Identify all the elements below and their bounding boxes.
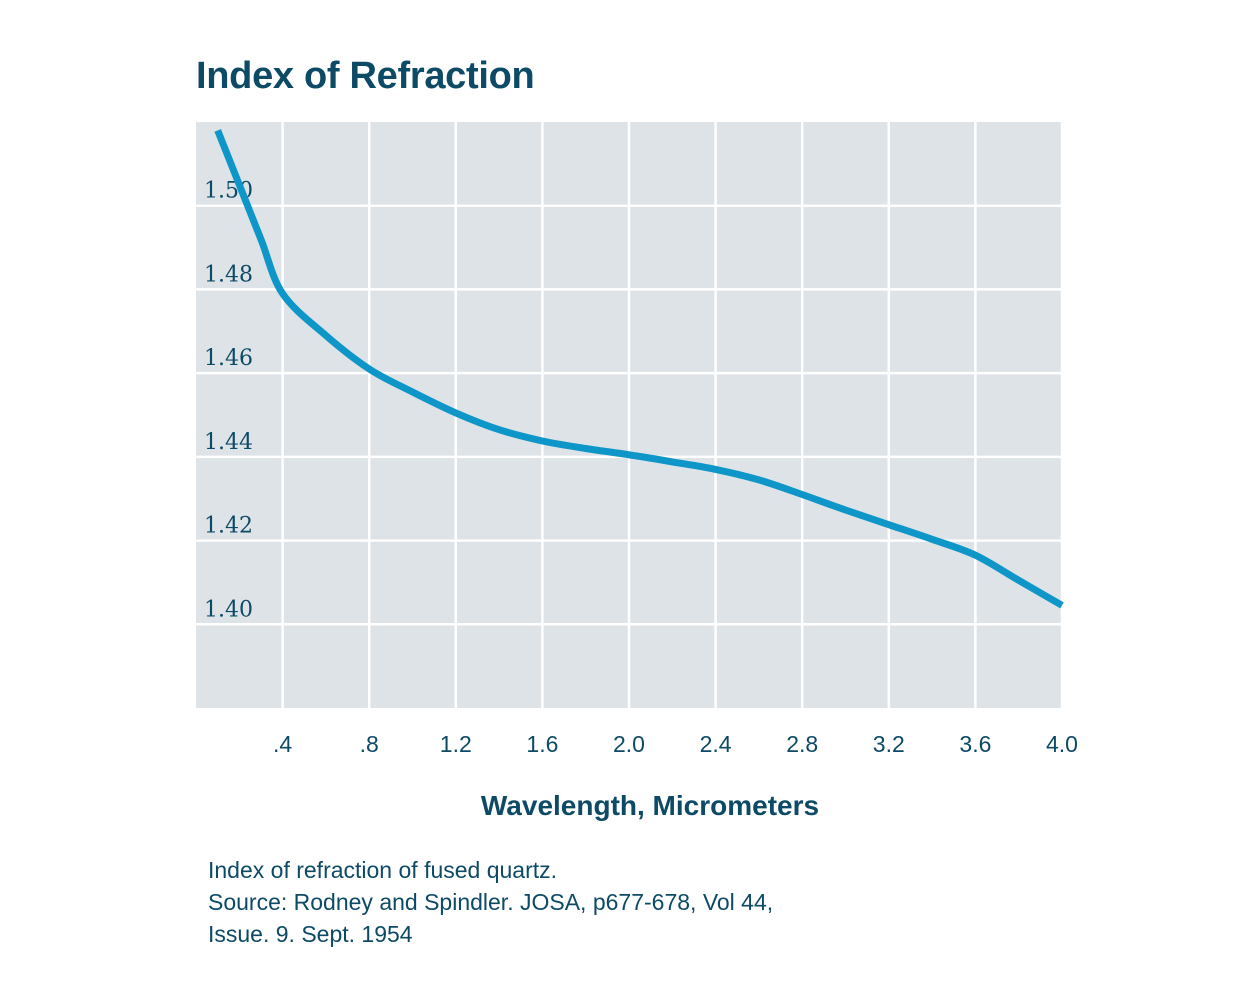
x-tick-label: .4	[273, 731, 292, 757]
caption: Index of refraction of fused quartz. Sou…	[208, 854, 773, 950]
series-line	[214, 129, 1064, 609]
x-tick-label: .8	[360, 731, 379, 757]
x-tick-label: 1.6	[526, 731, 558, 757]
x-tick-label: 2.4	[700, 731, 732, 757]
x-tick-label: 4.0	[1046, 731, 1078, 757]
y-tick-label: 1.44	[204, 430, 253, 455]
y-tick-label: 1.42	[204, 514, 253, 539]
y-tick-label: 1.48	[204, 262, 253, 287]
x-tick-label: 2.8	[786, 731, 818, 757]
x-tick-label: 2.0	[613, 731, 645, 757]
x-axis-label: Wavelength, Micrometers	[480, 790, 820, 821]
caption-line-1: Index of refraction of fused quartz.	[208, 857, 558, 883]
chart-title: Index of Refraction	[196, 55, 535, 97]
x-tick-label: 1.2	[440, 731, 472, 757]
x-tick-labels: .4 .8 1.2 1.6 2.0 2.4 2.8 3.2 3.6 4.0	[273, 731, 1078, 757]
caption-line-3: Issue. 9. Sept. 1954	[208, 921, 413, 947]
x-tick-label: 3.6	[959, 731, 991, 757]
x-tick-label: 3.2	[873, 731, 905, 757]
caption-line-2: Source: Rodney and Spindler. JOSA, p677-…	[208, 889, 774, 915]
y-tick-label: 1.40	[204, 597, 253, 622]
grid-lines	[196, 122, 1064, 708]
y-tick-label: 1.46	[204, 346, 253, 371]
